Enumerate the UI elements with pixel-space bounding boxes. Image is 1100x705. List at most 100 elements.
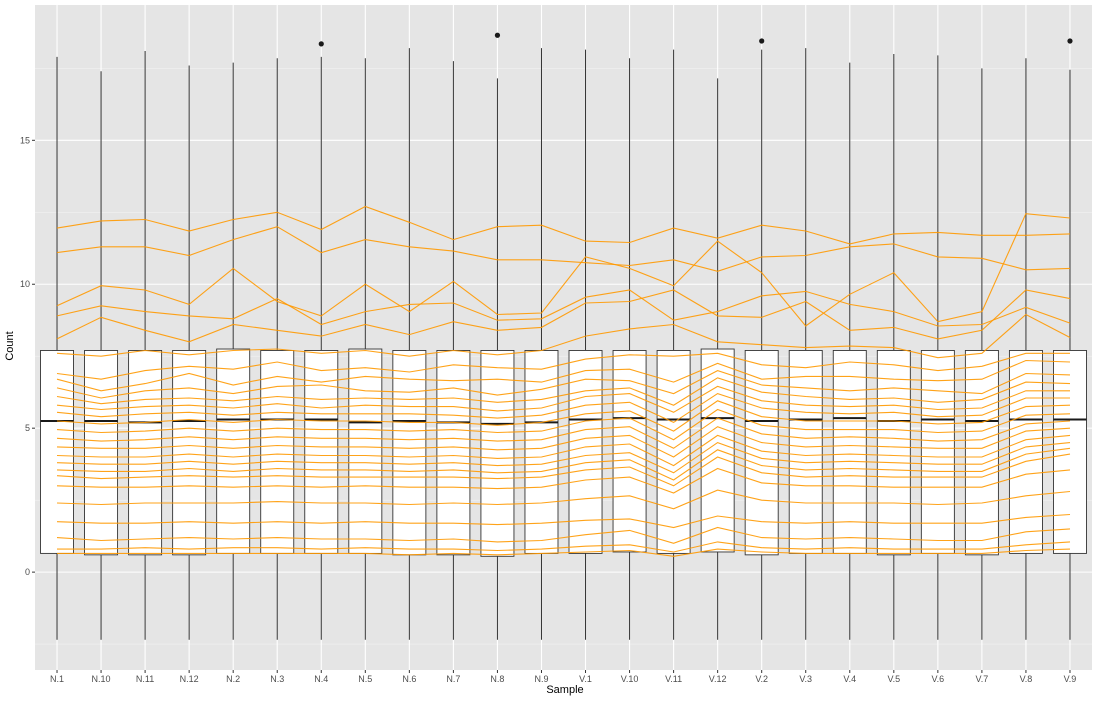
box-iqr [832, 350, 867, 554]
x-tick-label: N.11 [136, 674, 154, 684]
feature-line [56, 453, 1071, 487]
feature-line [56, 417, 1071, 449]
box-iqr [172, 350, 207, 556]
feature-line [57, 548, 1071, 557]
y-tick-label: 0 [25, 567, 30, 577]
x-tick-label: N.7 [446, 674, 460, 684]
box-N.7 [436, 61, 471, 640]
box-N.10 [84, 71, 119, 640]
box-V.8 [1008, 58, 1043, 640]
box-iqr [524, 350, 559, 554]
y-axis-title: Count [4, 331, 16, 360]
feature-line [56, 408, 1071, 441]
x-tick-label: V.10 [621, 674, 639, 684]
x-tick-label: N.4 [314, 674, 328, 684]
box-iqr [480, 350, 515, 557]
box-N.8 [480, 32, 515, 640]
box-iqr [876, 350, 911, 556]
x-tick-label: N.8 [490, 674, 504, 684]
y-tick-label: 5 [25, 423, 30, 433]
plot-panel [35, 5, 1092, 670]
x-axis-ticks: N.1 N.10 N.11 N.12 N.2 N.3 N.4 N.5 N.6 N.7 N.8 N.9 V… [50, 670, 1076, 684]
box-N.12 [172, 65, 207, 640]
box-N.5 [348, 58, 383, 640]
x-tick-label: N.6 [402, 674, 416, 684]
x-tick-label: N.12 [180, 674, 199, 684]
box-iqr [84, 350, 119, 556]
box-iqr [392, 350, 427, 556]
feature-line [56, 359, 1071, 392]
minor-gridlines [35, 68, 1092, 645]
x-tick-label: V.12 [709, 674, 727, 684]
x-tick-label: V.6 [932, 674, 945, 684]
feature-line [57, 541, 1071, 553]
box-V.11 [656, 49, 691, 640]
x-tick-label: N.10 [92, 674, 111, 684]
box-V.4 [832, 62, 867, 640]
box-N.9 [524, 48, 559, 640]
outlier-point [318, 41, 324, 47]
feature-line [56, 377, 1071, 406]
box-N.6 [392, 48, 427, 640]
feature-line [56, 426, 1071, 458]
feature-line [56, 289, 1071, 343]
feature-line [56, 526, 1071, 544]
outlier-point [1067, 38, 1073, 44]
feature-line [56, 289, 1071, 327]
feature-line [56, 213, 1071, 327]
x-tick-label: V.5 [887, 674, 900, 684]
box-iqr [40, 350, 74, 554]
box-N.3 [260, 58, 295, 640]
box-V.3 [788, 48, 823, 640]
x-tick-label: V.3 [799, 674, 812, 684]
x-tick-label: N.3 [270, 674, 284, 684]
outlier-point [494, 32, 501, 38]
x-tick-label: N.5 [358, 674, 372, 684]
x-tick-label: V.8 [1020, 674, 1033, 684]
box-iqr [568, 350, 603, 554]
x-tick-label: N.9 [534, 674, 548, 684]
box-iqr [1008, 350, 1043, 554]
box-N.11 [128, 51, 163, 640]
box-V.9 [1053, 38, 1087, 640]
feature-line [56, 385, 1070, 413]
box-iqr [260, 350, 295, 554]
feature-line [56, 489, 1071, 510]
box-iqr [1053, 350, 1087, 554]
feature-line [56, 400, 1071, 432]
feature-line [56, 226, 1071, 272]
x-axis-title: Sample [546, 684, 583, 696]
feature-line [56, 513, 1071, 529]
box-V.5 [876, 53, 911, 640]
box-iqr [920, 350, 955, 554]
feature-line [56, 392, 1070, 424]
feature-line [56, 205, 1071, 245]
x-tick-label: V.2 [755, 674, 768, 684]
y-tick-label: 15 [20, 135, 30, 145]
x-tick-label: V.7 [976, 674, 989, 684]
box-iqr [348, 348, 383, 554]
box-iqr [128, 350, 163, 556]
x-tick-label: N.2 [226, 674, 240, 684]
box-iqr [788, 350, 823, 554]
box-V.6 [920, 55, 955, 640]
feature-line [56, 370, 1071, 399]
feature-line [56, 467, 1071, 494]
box-N.4 [304, 41, 339, 640]
feature-line [56, 447, 1071, 481]
box-iqr [304, 350, 339, 554]
x-tick-label: V.9 [1064, 674, 1077, 684]
feature-line [56, 434, 1071, 467]
feature-line [56, 352, 1070, 380]
sample-lines-layer [56, 205, 1071, 557]
box-N.1 [40, 56, 74, 640]
feature-line [56, 313, 1071, 359]
y-axis-ticks: 0 5 10 15 [20, 135, 35, 577]
x-tick-label: V.1 [579, 674, 592, 684]
feature-line [56, 441, 1071, 474]
x-tick-label: N.1 [50, 674, 64, 684]
x-tick-label: V.4 [843, 674, 856, 684]
outlier-point [759, 38, 765, 44]
